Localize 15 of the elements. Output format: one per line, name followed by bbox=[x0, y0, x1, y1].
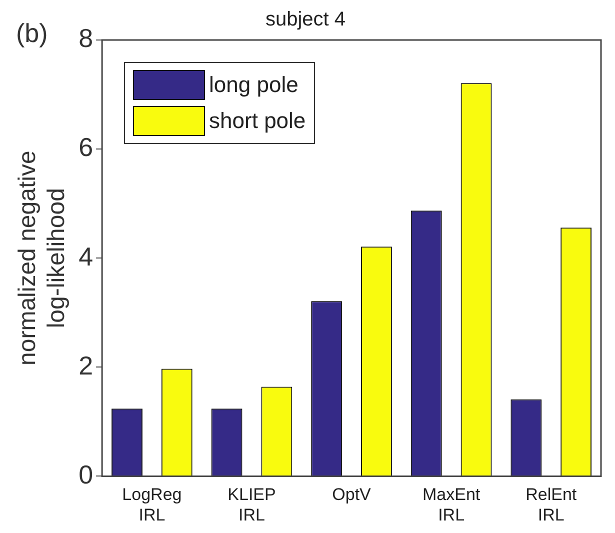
y-axis-title: normalized negative log-likelihood bbox=[14, 150, 70, 366]
x-tick-label: LogReg IRL bbox=[122, 485, 182, 524]
legend-label: long pole bbox=[209, 72, 298, 98]
x-tick-label: RelEnt IRL bbox=[526, 485, 577, 524]
x-tick-label: KLIEP IRL bbox=[228, 485, 276, 524]
y-tick-label: 2 bbox=[78, 350, 94, 380]
y-tick-label: 8 bbox=[78, 23, 94, 54]
chart-title: subject 4 bbox=[265, 8, 346, 31]
y-tick-label: 4 bbox=[78, 241, 94, 272]
x-tick-label: OptV bbox=[332, 485, 372, 504]
y-tick-label: 6 bbox=[78, 132, 94, 162]
text: (b) bbox=[16, 18, 48, 48]
legend-label: short pole bbox=[209, 108, 306, 134]
x-tick-label: MaxEnt IRL bbox=[422, 485, 480, 524]
y-tick-label: 0 bbox=[78, 459, 94, 490]
